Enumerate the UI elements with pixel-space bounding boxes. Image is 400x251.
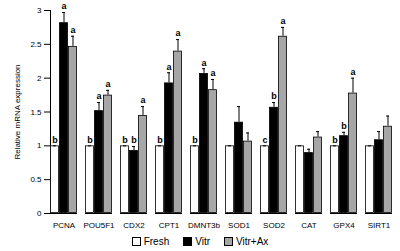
svg-text:b: b	[122, 135, 128, 145]
html-text:Vitr: Vitr	[195, 235, 210, 247]
html-text:Fresh: Fresh	[143, 235, 170, 247]
svg-text:b: b	[157, 135, 163, 145]
svg-text:2: 2	[37, 74, 42, 83]
svg-text:1.5: 1.5	[30, 108, 42, 117]
html-text:Vitr+Ax: Vitr+Ax	[236, 235, 269, 247]
svg-text:b: b	[341, 121, 347, 131]
svg-text:a: a	[70, 25, 76, 35]
svg-text:CDX2: CDX2	[123, 221, 145, 230]
svg-text:0: 0	[37, 209, 42, 218]
svg-text:a: a	[175, 28, 181, 38]
svg-text:CAT: CAT	[301, 221, 317, 230]
svg-text:0.5: 0.5	[30, 175, 42, 184]
svg-text:PCNA: PCNA	[53, 221, 76, 230]
svg-text:GPX4: GPX4	[333, 221, 355, 230]
svg-text:a: a	[105, 79, 111, 89]
svg-text:a: a	[280, 16, 286, 26]
svg-text:SOD1: SOD1	[228, 221, 250, 230]
svg-text:b: b	[271, 91, 277, 101]
svg-text:3: 3	[37, 6, 42, 15]
svg-text:SOD2: SOD2	[263, 221, 285, 230]
svg-text:DMNT3b: DMNT3b	[188, 221, 221, 230]
svg-text:b: b	[87, 135, 93, 145]
svg-text:a: a	[140, 95, 146, 105]
svg-text:b: b	[332, 135, 338, 145]
svg-text:a: a	[96, 91, 102, 101]
svg-text:b: b	[52, 135, 58, 145]
svg-text:Relative mRNA expression: Relative mRNA expression	[13, 64, 22, 159]
svg-text:a: a	[350, 67, 356, 77]
svg-text:a: a	[210, 68, 216, 78]
svg-text:CPT1: CPT1	[159, 221, 180, 230]
svg-text:a: a	[61, 1, 67, 11]
svg-text:a: a	[166, 62, 172, 72]
svg-text:a: a	[201, 58, 207, 68]
svg-text:c: c	[262, 135, 267, 145]
svg-text:2.5: 2.5	[30, 40, 42, 49]
svg-text:b: b	[192, 135, 198, 145]
svg-text:POU5F1: POU5F1	[83, 221, 115, 230]
svg-text:1: 1	[37, 141, 42, 150]
svg-text:b: b	[131, 135, 137, 145]
svg-text:SIRT1: SIRT1	[368, 221, 391, 230]
